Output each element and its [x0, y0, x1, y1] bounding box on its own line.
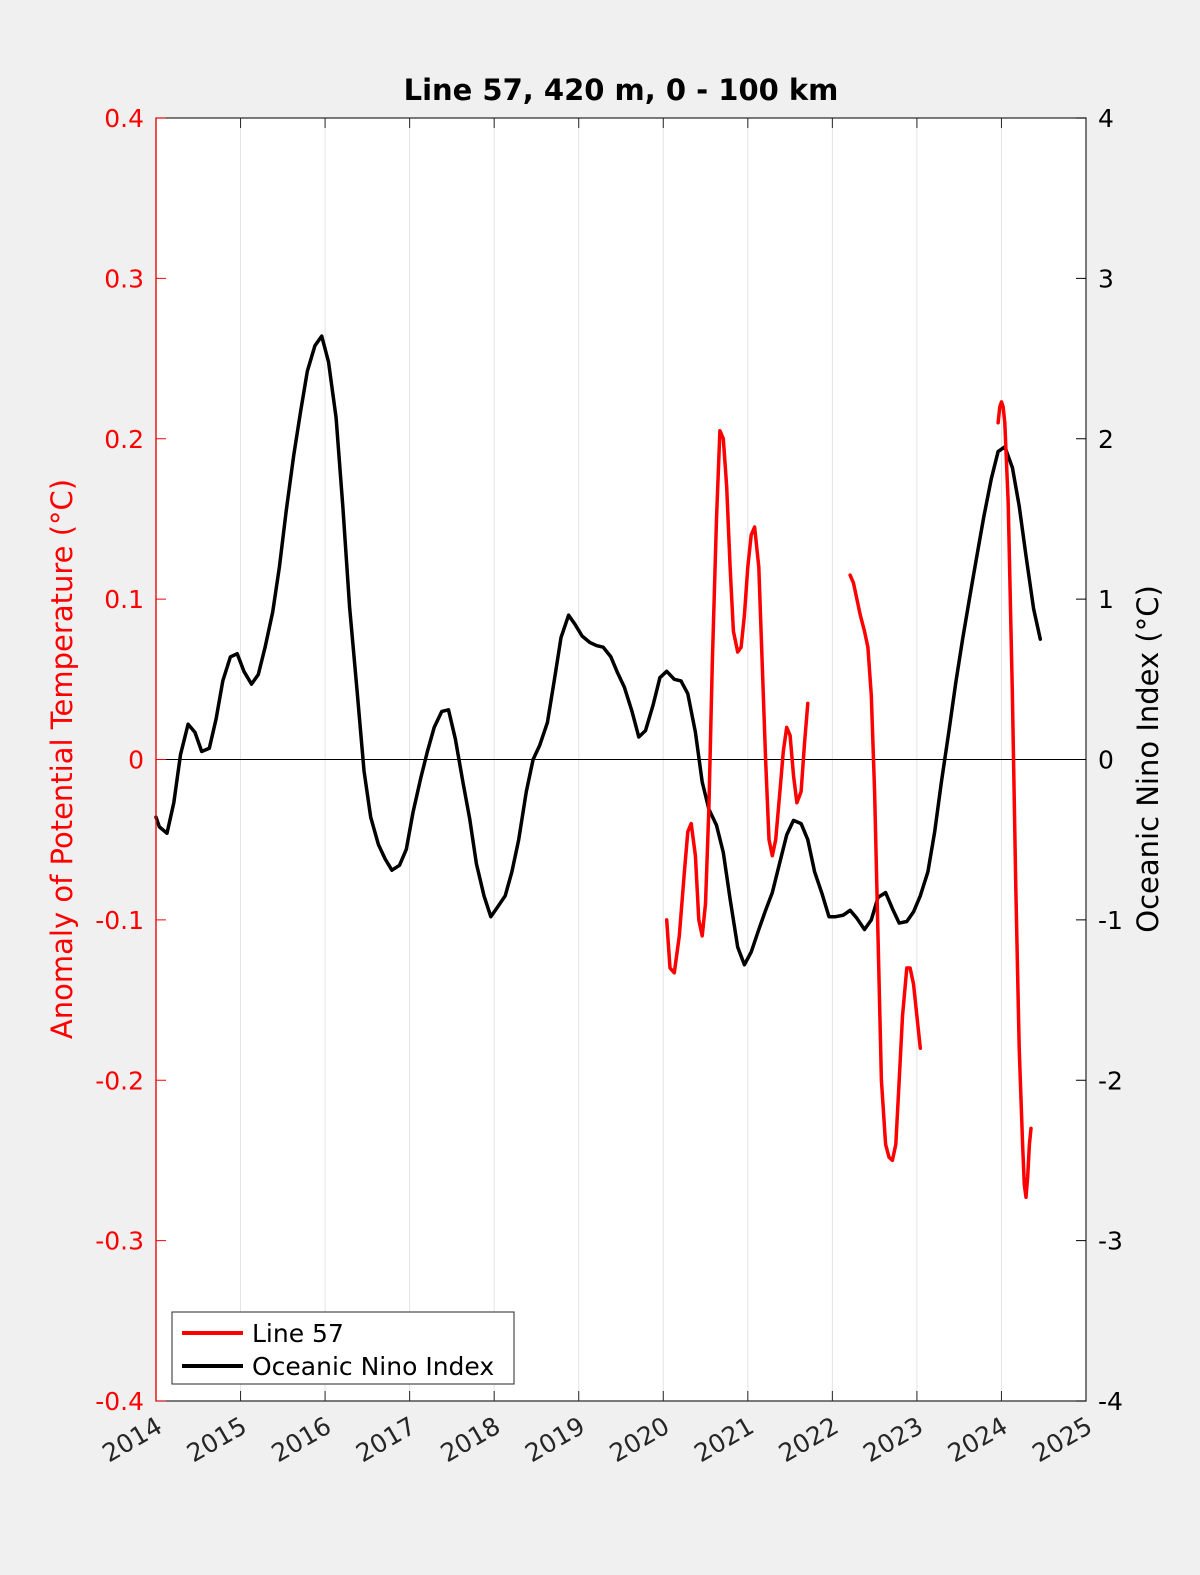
series-layer [154, 334, 1043, 1200]
y-right-tick-label: 3 [1098, 264, 1114, 293]
x-tick-label: 2025 [1027, 1411, 1097, 1468]
axis-layer: 2014 2015 2016 2017 2018 2019 2020 2021 2022 2023… [95, 104, 1123, 1468]
line57-series [996, 400, 1033, 1200]
x-tick-label: 2016 [266, 1411, 336, 1468]
legend-label-line57: Line 57 [252, 1319, 344, 1348]
legend-label-oni: Oceanic Nino Index [252, 1352, 494, 1381]
y-right-tick-label: -2 [1098, 1066, 1123, 1095]
y-right-tick-label: -3 [1098, 1227, 1123, 1256]
chart-title: Line 57, 420 m, 0 - 100 km [404, 73, 839, 107]
y-right-tick-label: 4 [1098, 104, 1114, 133]
x-tick-label: 2020 [605, 1411, 675, 1468]
legend-box [171, 1311, 515, 1385]
line57-series [848, 573, 923, 1163]
y-right-tick-label: -4 [1098, 1387, 1123, 1416]
y-left-tick-label: -0.2 [95, 1066, 144, 1095]
x-tick-label: 2024 [943, 1411, 1013, 1468]
y-left-tick-label: -0.4 [95, 1387, 144, 1416]
y-left-tick-label: -0.3 [95, 1227, 144, 1256]
legend: Line 57 Oceanic Nino Index [171, 1311, 515, 1385]
x-tick-label: 2014 [97, 1411, 167, 1468]
x-tick-label: 2022 [774, 1411, 844, 1468]
y-left-tick-label: -0.1 [95, 906, 144, 935]
y-axis-left-label: Anomaly of Potential Temperature (°C) [45, 479, 79, 1039]
x-tick-label: 2021 [689, 1411, 759, 1468]
x-tick-label: 2015 [182, 1411, 252, 1468]
line57-series [664, 428, 810, 975]
y-left-tick-label: 0 [128, 746, 144, 775]
y-right-tick-label: 2 [1098, 425, 1114, 454]
oni-series [154, 334, 1043, 967]
y-right-tick-label: -1 [1098, 906, 1123, 935]
y-right-tick-label: 0 [1098, 746, 1114, 775]
y-left-tick-label: 0.3 [104, 264, 144, 293]
y-left-tick-label: 0.1 [104, 585, 144, 614]
y-left-tick-label: 0.4 [104, 104, 144, 133]
x-tick-label: 2017 [351, 1411, 421, 1468]
y-axis-right-label: Oceanic Nino Index (°C) [1131, 585, 1165, 933]
x-tick-label: 2023 [858, 1411, 928, 1468]
x-tick-label: 2019 [520, 1411, 590, 1468]
y-left-tick-label: 0.2 [104, 425, 144, 454]
x-tick-label: 2018 [436, 1411, 506, 1468]
y-right-tick-label: 1 [1098, 585, 1114, 614]
